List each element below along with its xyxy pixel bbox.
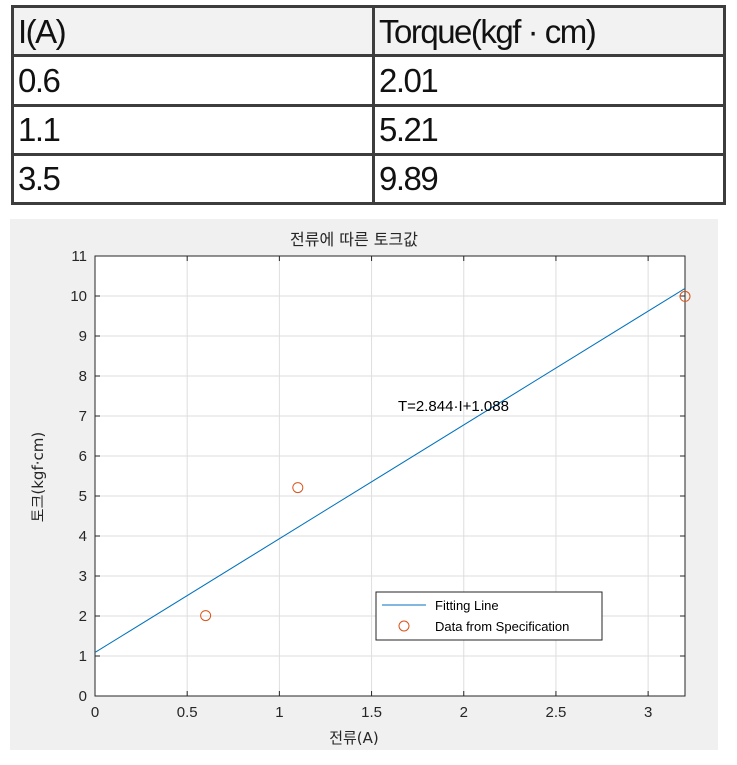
y-tick-label: 9 <box>79 328 87 345</box>
y-tick-label: 10 <box>70 288 87 305</box>
chart-figure: 전류에 따른 토크값 0 0.5 1 1.5 2 2.5 3 0 1 2 3 4 5 6 7 8 9 10 11 Fi… <box>10 219 718 750</box>
y-tick-label: 1 <box>79 648 87 665</box>
fitting-line <box>94 287 686 653</box>
table-row: 1.1 5.21 <box>11 103 726 156</box>
y-tick-label: 5 <box>79 488 87 505</box>
legend-marker-swatch <box>398 620 410 632</box>
chart-svg: 전류에 따른 토크값 0 0.5 1 1.5 2 2.5 3 0 1 2 3 4 5 6 7 8 9 10 11 Fi… <box>29 230 691 747</box>
table-row: 0.6 2.01 <box>11 54 726 107</box>
y-tick-label: 8 <box>79 368 87 385</box>
table-cell: 5.21 <box>372 103 726 156</box>
table-cell: 9.89 <box>372 152 726 206</box>
legend-label: Data from Specification <box>435 619 569 634</box>
y-tick-label: 11 <box>71 248 87 265</box>
data-point <box>292 482 304 494</box>
y-tick-label: 7 <box>79 408 87 425</box>
x-tick-label: 2 <box>460 704 468 721</box>
table-cell: 1.1 <box>11 103 375 156</box>
y-tick-label: 4 <box>79 528 87 545</box>
fit-equation-annotation: T=2.844·I+1.088 <box>398 398 509 415</box>
x-tick-label: 0 <box>91 704 99 721</box>
data-point <box>200 610 212 622</box>
x-tick-label: 1 <box>275 704 283 721</box>
table-cell: 0.6 <box>11 54 375 107</box>
x-tick-label: 0.5 <box>177 704 198 721</box>
table-cell: 2.01 <box>372 54 726 107</box>
legend-box <box>375 591 603 641</box>
x-tick-label: 2.5 <box>546 704 567 721</box>
y-tick-label: 0 <box>79 688 87 705</box>
y-tick-label: 2 <box>79 608 87 625</box>
table-header-torque: Torque(kgf · cm) <box>372 4 726 58</box>
table-cell: 3.5 <box>11 152 375 206</box>
table-row: 3.5 9.89 <box>11 152 726 206</box>
table-header-current: I(A) <box>11 4 375 58</box>
x-tick-label: 3 <box>644 704 652 721</box>
axes-box <box>94 255 686 697</box>
chart-title: 전류에 따른 토크값 <box>290 230 418 249</box>
data-point <box>679 290 691 302</box>
y-tick-label: 6 <box>79 448 87 465</box>
table-header-row: I(A) Torque(kgf · cm) <box>11 4 726 58</box>
legend-label: Fitting Line <box>435 598 499 613</box>
x-tick-label: 1.5 <box>361 704 382 721</box>
y-axis-label: 토크(kgf·cm) <box>29 432 47 522</box>
x-axis-label: 전류(A) <box>329 729 379 747</box>
data-table: I(A) Torque(kgf · cm) 0.6 2.01 1.1 5.21 … <box>11 4 726 206</box>
y-tick-label: 3 <box>79 568 87 585</box>
